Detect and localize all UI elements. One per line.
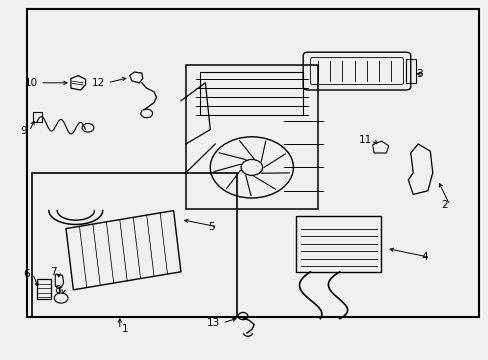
Text: 3: 3 [415, 69, 422, 79]
Text: 9: 9 [20, 126, 27, 136]
Bar [33, 112, 42, 122]
Bar [27, 9, 478, 317]
Text: 8: 8 [54, 285, 61, 295]
Bar [185, 65, 317, 209]
Text: 5: 5 [208, 222, 215, 232]
Text: 1: 1 [122, 324, 129, 334]
Bar [32, 173, 237, 317]
Text: 10: 10 [24, 78, 38, 88]
Bar [405, 59, 415, 83]
Text: 11: 11 [358, 135, 371, 145]
Bar [200, 72, 303, 115]
Bar [295, 216, 381, 272]
Text: 2: 2 [440, 200, 447, 210]
Bar [37, 279, 51, 299]
Text: 6: 6 [23, 269, 30, 279]
Text: 13: 13 [206, 318, 220, 328]
Text: 7: 7 [49, 267, 56, 277]
Text: 4: 4 [420, 252, 427, 262]
Text: 12: 12 [92, 78, 105, 88]
